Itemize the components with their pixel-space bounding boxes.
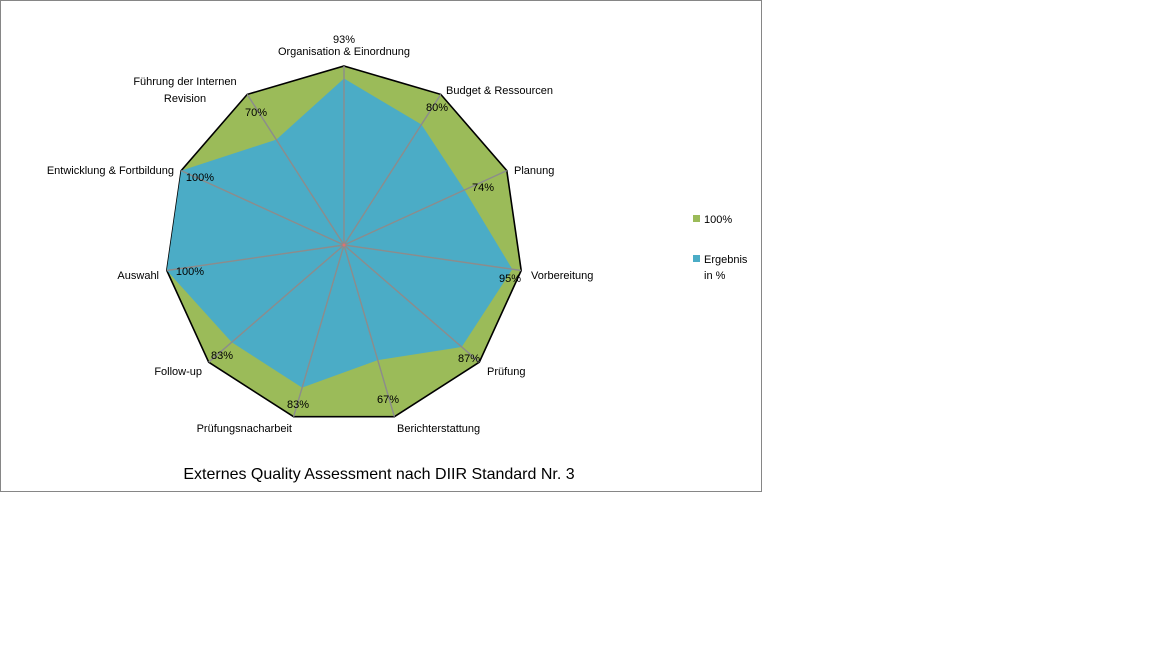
axis-spoke: [343, 244, 480, 363]
legend-label-100: 100%: [704, 214, 732, 226]
data-label: 67%: [377, 394, 399, 406]
data-label: 70%: [245, 107, 267, 119]
data-label: 93%: [333, 34, 355, 46]
legend-swatch-100: [693, 215, 700, 222]
axis-spoke: [180, 169, 345, 246]
axis-spoke: [166, 244, 345, 272]
category-label-pruefung: Prüfung: [487, 366, 526, 378]
category-label-berichterstattung: Berichterstattung: [397, 423, 480, 435]
category-label-fuehrung-der-internen-revision: Führung der Internen Revision: [133, 76, 236, 105]
axis-spoke: [208, 244, 345, 363]
axis-spoke: [343, 244, 522, 272]
data-label: 83%: [287, 399, 309, 411]
data-label: 100%: [186, 172, 214, 184]
category-label-pruefungsnacharbeit: Prüfungsnacharbeit: [197, 423, 292, 435]
chart-title: Externes Quality Assessment nach DIIR St…: [183, 466, 574, 483]
data-label: 80%: [426, 102, 448, 114]
category-label-entwicklung-fortbildung: Entwicklung & Fortbildung: [47, 165, 174, 177]
data-label: 74%: [472, 182, 494, 194]
legend: 100% Ergebnis in %: [693, 214, 748, 282]
category-label-budget-ressourcen: Budget & Ressourcen: [446, 85, 553, 97]
data-label: 100%: [176, 266, 204, 278]
category-label-vorbereitung: Vorbereitung: [531, 270, 593, 282]
data-label: 83%: [211, 350, 233, 362]
axis-spoke: [246, 94, 345, 246]
legend-label-ergebnis: Ergebnis in %: [704, 254, 748, 282]
axis-spoke: [343, 244, 396, 417]
category-label-organisation-einordnung: Organisation & Einordnung: [278, 46, 410, 58]
legend-swatch-ergebnis: [693, 255, 700, 262]
category-label-planung: Planung: [514, 165, 554, 177]
axis-spoke: [343, 94, 442, 246]
axis-spoke: [343, 169, 508, 246]
category-label-auswahl: Auswahl: [117, 270, 159, 282]
data-label: 87%: [458, 353, 480, 365]
center-point: [342, 243, 346, 247]
radar-chart: Organisation & Einordnung Budget & Ressou…: [47, 34, 748, 483]
axis-spoke: [292, 244, 345, 417]
chart-area: Organisation & Einordnung Budget & Ressou…: [0, 0, 762, 492]
data-label: 95%: [499, 273, 521, 285]
series-polygon-ergebnis: [166, 78, 513, 388]
category-label-follow-up: Follow-up: [154, 366, 202, 378]
